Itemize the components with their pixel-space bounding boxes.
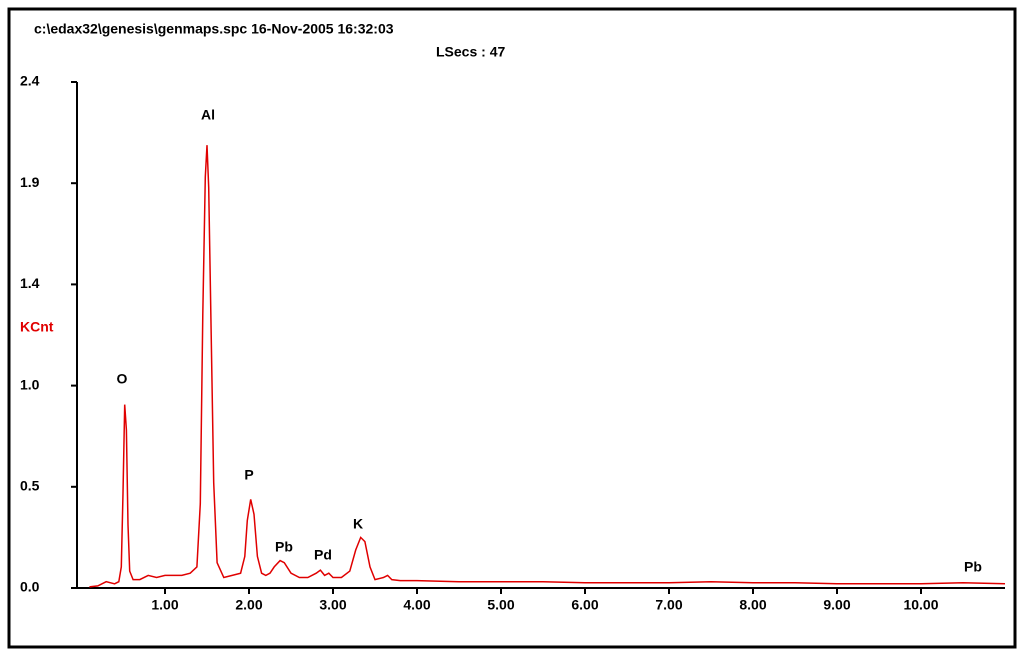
- chart-subtitle: LSecs : 47: [436, 44, 505, 60]
- x-tick-label: 6.00: [571, 597, 598, 613]
- frame: [7, 7, 1017, 649]
- y-tick-label: 0.5: [20, 478, 40, 494]
- x-tick-label: 7.00: [655, 597, 682, 613]
- peak-label: K: [353, 516, 363, 532]
- peak-label: Pb: [275, 539, 293, 555]
- y-tick-label: 0.0: [20, 579, 40, 595]
- y-tick-label: 1.0: [20, 376, 40, 392]
- x-tick-label: 10.00: [903, 597, 938, 613]
- x-tick-label: 2.00: [235, 597, 262, 613]
- peak-label: Al: [201, 107, 215, 123]
- x-tick-label: 1.00: [151, 597, 178, 613]
- x-tick-label: 8.00: [739, 597, 766, 613]
- chart-title: c:\edax32\genesis\genmaps.spc 16-Nov-200…: [34, 21, 394, 37]
- y-axis-label: KCnt: [20, 319, 54, 335]
- y-tick-label: 1.9: [20, 174, 40, 190]
- peak-label: O: [117, 371, 128, 387]
- peak-label: Pb: [964, 559, 982, 575]
- spectrum-line: [89, 145, 1006, 588]
- x-tick-label: 5.00: [487, 597, 514, 613]
- x-tick-label: 9.00: [823, 597, 850, 613]
- x-tick-label: 4.00: [403, 597, 430, 613]
- x-tick-label: 3.00: [319, 597, 346, 613]
- peak-label: Pd: [314, 547, 332, 563]
- y-tick-label: 1.4: [20, 275, 40, 291]
- y-tick-label: 2.4: [20, 73, 40, 89]
- peak-label: P: [244, 467, 253, 483]
